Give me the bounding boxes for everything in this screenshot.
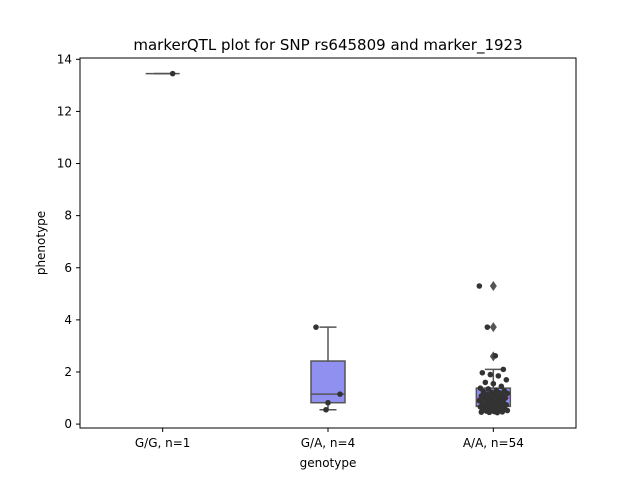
y-tick-label: 4 — [64, 313, 72, 327]
x-tick-label: A/A, n=54 — [463, 436, 524, 450]
y-tick-label: 10 — [57, 157, 72, 171]
y-axis-label: phenotype — [34, 211, 48, 275]
data-point — [502, 395, 509, 401]
data-point — [487, 371, 494, 378]
data-point — [504, 407, 511, 414]
data-point — [492, 353, 499, 359]
data-point — [323, 406, 329, 413]
y-tick-label: 14 — [57, 52, 72, 66]
data-point — [486, 409, 493, 416]
data-point — [337, 391, 343, 397]
data-point — [476, 283, 483, 289]
y-tick-label: 12 — [57, 104, 72, 118]
data-point — [478, 409, 485, 415]
data-point — [504, 390, 511, 397]
data-point — [313, 324, 319, 330]
data-point — [484, 324, 491, 330]
data-point — [325, 399, 331, 406]
data-point — [495, 373, 502, 379]
y-tick-label: 2 — [64, 365, 72, 379]
y-axis: 0 2 4 6 8 10 12 14 — [57, 52, 80, 431]
y-tick-label: 6 — [64, 261, 72, 275]
plot-area — [145, 70, 512, 416]
x-tick-label: G/A, n=4 — [301, 436, 355, 450]
data-point — [500, 366, 507, 373]
y-tick-label: 8 — [64, 209, 72, 223]
y-tick-label: 0 — [64, 417, 72, 431]
outlier-marker — [489, 322, 497, 333]
x-tick-label: G/G, n=1 — [135, 436, 191, 450]
data-point — [482, 379, 489, 386]
data-point — [169, 70, 176, 77]
chart-title: markerQTL plot for SNP rs645809 and mark… — [133, 36, 522, 55]
strip-points — [476, 283, 511, 416]
strip-points — [169, 70, 176, 77]
data-point — [503, 376, 510, 383]
outlier-marker — [489, 280, 497, 291]
data-point — [494, 409, 501, 416]
data-point — [498, 383, 505, 390]
data-point — [479, 369, 486, 376]
x-axis-label: genotype — [300, 456, 357, 470]
data-point — [499, 409, 506, 415]
data-point — [490, 380, 497, 387]
strip-points — [313, 324, 343, 413]
x-axis: G/G, n=1 G/A, n=4 A/A, n=54 — [135, 428, 524, 450]
